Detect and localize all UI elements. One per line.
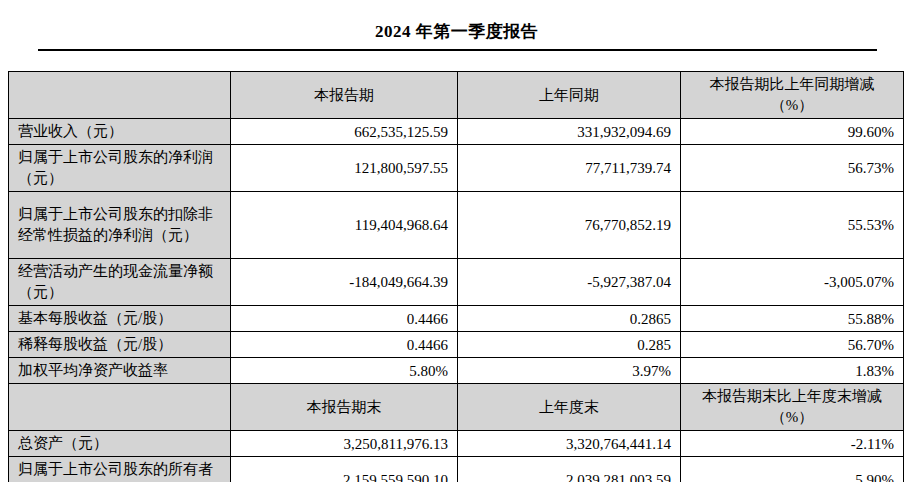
row-label: 基本每股收益（元/股） xyxy=(9,306,231,332)
page-title: 2024 年第一季度报告 xyxy=(0,0,913,43)
header-end-change-line2: （%） xyxy=(685,407,899,428)
header-empty-cell xyxy=(9,72,231,119)
header-period-change: 本报告期比上年同期增减 （%） xyxy=(681,72,904,119)
header-current-period: 本报告期 xyxy=(231,72,458,119)
row-change-value: 56.73% xyxy=(681,145,904,192)
row-operating-cash-flow: 经营活动产生的现金流量净额（元） -184,049,664.39 -5,927,… xyxy=(9,259,904,306)
report-page: 2024 年第一季度报告 本报告期 上年同期 本报告期比上年同期增减 （%） 营… xyxy=(0,0,913,482)
row-change-value: 55.88% xyxy=(681,306,904,332)
row-current-value: 662,535,125.59 xyxy=(231,119,458,145)
row-change-value: -3,005.07% xyxy=(681,259,904,306)
row-prior-value: 331,932,094.69 xyxy=(458,119,681,145)
row-label: 稀释每股收益（元/股） xyxy=(9,332,231,358)
row-owners-equity: 归属于上市公司股东的所有者权益（元） 2,159,559,590.10 2,03… xyxy=(9,457,904,482)
row-prior-value: 3,320,764,441.14 xyxy=(458,431,681,457)
row-net-profit: 归属于上市公司股东的净利润（元） 121,800,597.55 77,711,7… xyxy=(9,145,904,192)
row-change-value: 99.60% xyxy=(681,119,904,145)
row-current-value: 3,250,811,976.13 xyxy=(231,431,458,457)
row-net-profit-excl-nonrecurring: 归属于上市公司股东的扣除非经常性损益的净利润（元） 119,404,968.64… xyxy=(9,192,904,259)
row-prior-value: 0.285 xyxy=(458,332,681,358)
header-end-change-line1: 本报告期末比上年度末增减 xyxy=(685,386,899,407)
row-label: 经营活动产生的现金流量净额（元） xyxy=(9,259,231,306)
header-current-period-end: 本报告期末 xyxy=(231,384,458,431)
row-prior-value: 3.97% xyxy=(458,358,681,384)
row-diluted-eps: 稀释每股收益（元/股） 0.4466 0.285 56.70% xyxy=(9,332,904,358)
header-period-change-line1: 本报告期比上年同期增减 xyxy=(685,74,899,95)
row-current-value: 0.4466 xyxy=(231,306,458,332)
row-label: 加权平均净资产收益率 xyxy=(9,358,231,384)
title-divider xyxy=(38,49,877,51)
row-prior-value: 77,711,739.74 xyxy=(458,145,681,192)
row-revenue: 营业收入（元） 662,535,125.59 331,932,094.69 99… xyxy=(9,119,904,145)
row-weighted-avg-roe: 加权平均净资产收益率 5.80% 3.97% 1.83% xyxy=(9,358,904,384)
header-period-change-line2: （%） xyxy=(685,95,899,116)
table-header-period-end: 本报告期末 上年度末 本报告期末比上年度末增减 （%） xyxy=(9,384,904,431)
row-total-assets: 总资产（元） 3,250,811,976.13 3,320,764,441.14… xyxy=(9,431,904,457)
row-current-value: 0.4466 xyxy=(231,332,458,358)
header-prior-period: 上年同期 xyxy=(458,72,681,119)
row-prior-value: 0.2865 xyxy=(458,306,681,332)
row-current-value: -184,049,664.39 xyxy=(231,259,458,306)
row-change-value: 55.53% xyxy=(681,192,904,259)
row-label: 归属于上市公司股东的净利润（元） xyxy=(9,145,231,192)
row-label: 总资产（元） xyxy=(9,431,231,457)
header-prior-year-end: 上年度末 xyxy=(458,384,681,431)
row-basic-eps: 基本每股收益（元/股） 0.4466 0.2865 55.88% xyxy=(9,306,904,332)
row-prior-value: 76,770,852.19 xyxy=(458,192,681,259)
header-empty-cell xyxy=(9,384,231,431)
row-current-value: 121,800,597.55 xyxy=(231,145,458,192)
row-current-value: 5.80% xyxy=(231,358,458,384)
header-end-change: 本报告期末比上年度末增减 （%） xyxy=(681,384,904,431)
row-change-value: 56.70% xyxy=(681,332,904,358)
row-change-value: 5.90% xyxy=(681,457,904,482)
row-label: 归属于上市公司股东的所有者权益（元） xyxy=(9,457,231,482)
row-change-value: -2.11% xyxy=(681,431,904,457)
row-label: 归属于上市公司股东的扣除非经常性损益的净利润（元） xyxy=(9,192,231,259)
row-current-value: 2,159,559,590.10 xyxy=(231,457,458,482)
financial-summary-table: 本报告期 上年同期 本报告期比上年同期增减 （%） 营业收入（元） 662,53… xyxy=(8,71,904,482)
table-header-period: 本报告期 上年同期 本报告期比上年同期增减 （%） xyxy=(9,72,904,119)
row-prior-value: -5,927,387.04 xyxy=(458,259,681,306)
row-prior-value: 2,039,281,003.59 xyxy=(458,457,681,482)
row-label: 营业收入（元） xyxy=(9,119,231,145)
row-current-value: 119,404,968.64 xyxy=(231,192,458,259)
row-change-value: 1.83% xyxy=(681,358,904,384)
